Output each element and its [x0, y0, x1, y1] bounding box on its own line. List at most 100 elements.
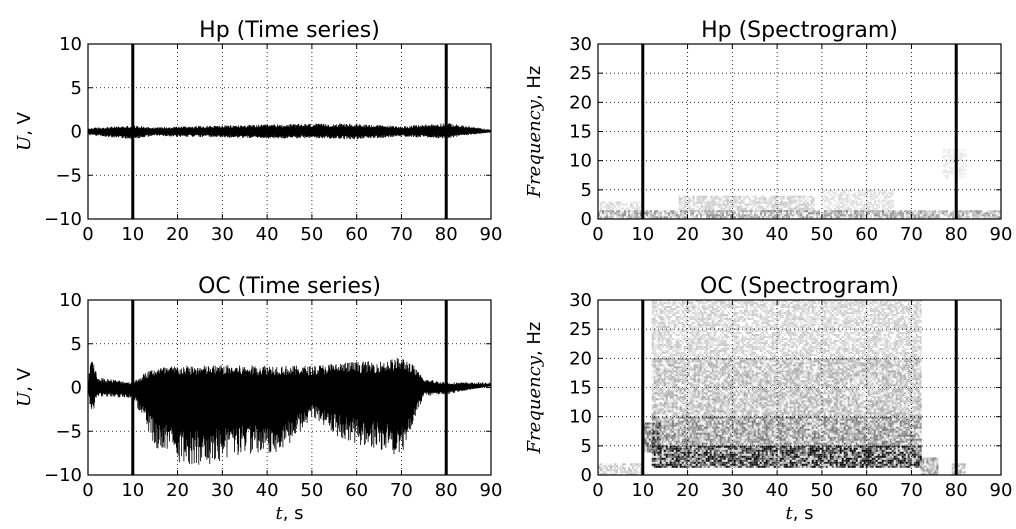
- x-axis-label: t, s: [785, 503, 813, 524]
- y-axis-label: U, V: [14, 111, 35, 151]
- x-tick-label: 60: [345, 224, 368, 245]
- x-tick-label: 40: [256, 224, 279, 245]
- spectrogram-band: [651, 358, 922, 419]
- chart-title: Hp (Time series): [199, 18, 380, 43]
- spectrogram-band: [651, 300, 922, 360]
- x-tick-label: 60: [855, 224, 878, 245]
- x-axis-label-unit: , s: [283, 503, 304, 524]
- x-tick-label: 60: [345, 480, 368, 501]
- spectrogram-band: [651, 416, 922, 447]
- x-tick-label: 70: [900, 224, 923, 245]
- x-tick-label: 10: [121, 224, 144, 245]
- x-tick-label: 50: [300, 224, 323, 245]
- x-tick-label: 80: [435, 224, 458, 245]
- y-tick-label: 5: [581, 180, 592, 201]
- y-tick-label: 15: [569, 122, 592, 143]
- x-tick-label: 40: [256, 480, 279, 501]
- x-tick-label: 0: [82, 480, 93, 501]
- x-tick-label: 50: [810, 224, 833, 245]
- x-tick-label: 50: [810, 480, 833, 501]
- y-tick-label: 0: [581, 209, 592, 230]
- y-tick-label: 25: [569, 63, 592, 84]
- y-axis-label: U, V: [14, 367, 35, 407]
- y-axis-label-var: Frequency: [524, 99, 545, 198]
- spectrogram-band: [920, 457, 939, 475]
- y-axis-label-unit: , V: [14, 367, 35, 391]
- x-tick-label: 20: [676, 480, 699, 501]
- spectrogram-band: [651, 445, 922, 468]
- x-tick-label: 70: [390, 480, 413, 501]
- y-tick-label: 25: [569, 319, 592, 340]
- y-tick-label: −10: [44, 209, 82, 230]
- x-tick-label: 0: [592, 480, 603, 501]
- y-tick-label: 20: [569, 348, 592, 369]
- x-tick-label: 0: [82, 224, 93, 245]
- x-tick-label: 10: [631, 224, 654, 245]
- x-tick-label: 90: [480, 224, 503, 245]
- oc_ts-plot-area: [88, 357, 491, 465]
- x-tick-label: 30: [211, 224, 234, 245]
- spectrogram-band: [598, 210, 1001, 219]
- x-axis-label-unit: , s: [793, 503, 814, 524]
- y-tick-label: 30: [569, 34, 592, 55]
- x-tick-label: 70: [390, 224, 413, 245]
- x-tick-label: 90: [480, 480, 503, 501]
- y-tick-label: 20: [569, 92, 592, 113]
- x-tick-label: 50: [300, 480, 323, 501]
- oc_ts-panel: 0 10 20 30 40 50 60 70 80 90 −10 −5 0 5 10 OC (Time ser…: [14, 274, 502, 524]
- x-tick-label: 10: [631, 480, 654, 501]
- chart-title: OC (Spectrogram): [700, 274, 899, 299]
- x-tick-label: 40: [766, 224, 789, 245]
- y-axis-label-unit: , Hz: [524, 66, 545, 100]
- x-tick-label: 10: [121, 480, 144, 501]
- y-tick-label: 10: [569, 151, 592, 172]
- hp_spec-panel: 0 10 20 30 40 50 60 70 80 90 0 5 10 15 20 25 30 Hp (Spect…: [524, 18, 1012, 245]
- spectrogram-band: [598, 201, 644, 212]
- y-tick-label: 5: [71, 78, 82, 99]
- y-axis-label: Frequency, Hz: [524, 322, 545, 455]
- y-tick-label: 15: [569, 378, 592, 399]
- hp_ts-signal: [88, 123, 491, 140]
- y-tick-label: 5: [71, 334, 82, 355]
- x-axis-label-var: t: [785, 503, 793, 524]
- spectrogram-band: [598, 463, 644, 475]
- x-tick-label: 20: [676, 224, 699, 245]
- chart-title: OC (Time series): [198, 274, 381, 299]
- x-tick-label: 30: [721, 480, 744, 501]
- y-tick-label: −5: [55, 165, 82, 186]
- x-tick-label: 90: [990, 224, 1013, 245]
- hp_spec-plot-area: [598, 149, 1001, 219]
- y-tick-label: −5: [55, 421, 82, 442]
- y-tick-label: 5: [581, 436, 592, 457]
- x-tick-label: 20: [166, 480, 189, 501]
- y-axis-label-var: U: [14, 135, 35, 151]
- x-axis-label: t, s: [275, 503, 303, 524]
- y-axis-label: Frequency, Hz: [524, 66, 545, 199]
- x-tick-label: 0: [592, 224, 603, 245]
- y-tick-label: 0: [71, 122, 82, 143]
- chart-title: Hp (Spectrogram): [701, 18, 898, 43]
- y-axis-label-var: Frequency: [524, 355, 545, 454]
- y-tick-label: 0: [581, 465, 592, 486]
- x-tick-label: 80: [945, 480, 968, 501]
- y-tick-label: 0: [71, 378, 82, 399]
- y-tick-label: 30: [569, 290, 592, 311]
- y-tick-label: −10: [44, 465, 82, 486]
- x-tick-label: 30: [211, 480, 234, 501]
- spectrogram-band: [678, 195, 815, 212]
- x-tick-label: 20: [166, 224, 189, 245]
- y-axis-label-unit: , V: [14, 111, 35, 135]
- y-tick-label: 10: [569, 407, 592, 428]
- x-tick-label: 70: [900, 480, 923, 501]
- oc_spec-panel: 0 10 20 30 40 50 60 70 80 90 0 5 10 15 20 25 30 OC (Spect…: [524, 274, 1012, 524]
- oc_spec-plot-area: [598, 300, 966, 475]
- x-tick-label: 60: [855, 480, 878, 501]
- spectrogram-band: [951, 463, 966, 475]
- y-axis-label-unit: , Hz: [524, 322, 545, 356]
- hp_ts-plot-area: [88, 123, 491, 140]
- y-tick-label: 10: [59, 34, 82, 55]
- x-tick-label: 40: [766, 480, 789, 501]
- x-axis-label-var: t: [275, 503, 283, 524]
- x-tick-label: 80: [435, 480, 458, 501]
